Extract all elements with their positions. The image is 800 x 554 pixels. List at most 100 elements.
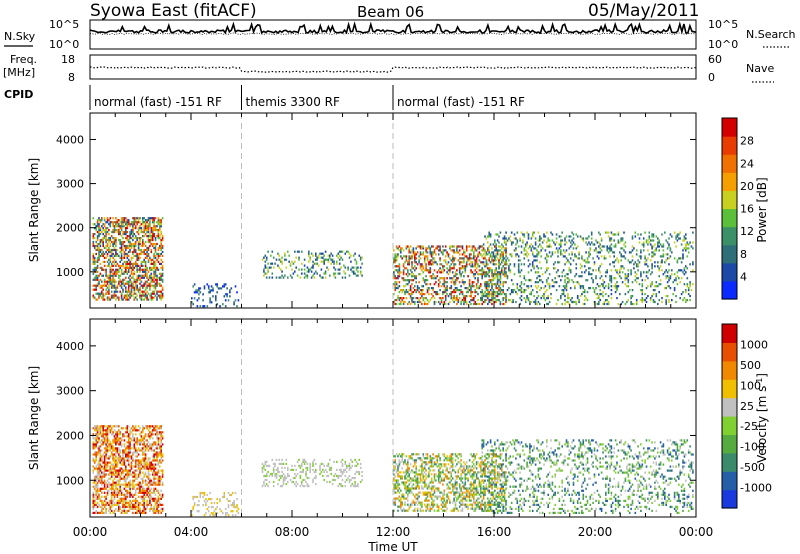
echo-cell	[126, 455, 129, 458]
echo-cell	[146, 227, 148, 230]
echo-cell	[140, 284, 143, 287]
echo-cell	[109, 237, 112, 240]
echo-cell	[140, 229, 143, 232]
echo-cell	[123, 435, 126, 438]
echo-cell	[110, 254, 113, 257]
echo-cell	[156, 278, 158, 281]
echo-cell	[154, 229, 157, 232]
echo-cell	[477, 293, 479, 296]
echo-cell	[98, 258, 100, 261]
echo-cell	[93, 425, 96, 428]
echo-cell	[96, 264, 99, 267]
echo-cell	[101, 477, 103, 480]
echo-cell	[436, 293, 439, 296]
echo-cell	[515, 253, 517, 256]
echo-cell	[126, 459, 129, 462]
echo-cell	[144, 288, 147, 291]
echo-cell	[137, 429, 140, 432]
echo-cell	[495, 255, 497, 258]
echo-cell	[143, 441, 145, 444]
echo-cell	[414, 251, 416, 254]
echo-cell	[146, 491, 148, 494]
echo-cell	[451, 249, 454, 252]
echo-cell	[613, 255, 615, 258]
echo-cell	[498, 259, 500, 262]
echo-cell	[129, 451, 131, 454]
echo-cell	[264, 260, 267, 263]
echo-cell	[140, 511, 143, 514]
echo-cell	[116, 509, 119, 512]
velocity-echoes	[92, 425, 694, 517]
echo-cell	[610, 289, 613, 292]
echo-cell	[139, 225, 141, 228]
echo-cell	[672, 293, 674, 296]
echo-cell	[478, 259, 481, 262]
echo-cell	[226, 293, 228, 296]
echo-cell	[150, 235, 153, 238]
echo-cell	[308, 252, 310, 255]
echo-cell	[520, 269, 523, 272]
echo-cell	[613, 239, 615, 242]
echo-cell	[112, 229, 114, 232]
echo-cell	[581, 293, 583, 296]
echo-cell	[157, 483, 160, 486]
echo-cell	[191, 301, 193, 304]
echo-cell	[285, 258, 288, 261]
echo-cell	[491, 291, 493, 294]
echo-cell	[502, 251, 504, 254]
echo-cell	[159, 445, 161, 448]
echo-cell	[157, 235, 160, 238]
echo-cell	[415, 289, 417, 292]
echo-cell	[108, 264, 110, 267]
echo-cell	[554, 267, 556, 270]
echo-cell	[419, 247, 422, 250]
echo-cell	[491, 251, 493, 254]
echo-cell	[150, 266, 153, 269]
echo-cell	[665, 302, 667, 306]
echo-cell	[113, 262, 116, 265]
echo-cell	[426, 302, 429, 306]
echo-cell	[665, 259, 667, 262]
echo-cell	[489, 281, 492, 284]
echo-cell	[682, 255, 684, 258]
echo-cell	[161, 280, 164, 283]
echo-cell	[142, 250, 144, 254]
echo-cell	[122, 435, 124, 438]
echo-cell	[123, 225, 126, 228]
echo-cell	[139, 459, 141, 462]
echo-cell	[494, 257, 496, 260]
echo-cell	[125, 473, 127, 476]
echo-cell	[125, 499, 127, 502]
echo-cell	[581, 271, 583, 274]
echo-cell	[133, 244, 136, 248]
echo-cell	[133, 270, 136, 273]
echo-cell	[484, 235, 486, 238]
echo-cell	[543, 235, 545, 238]
echo-cell	[607, 231, 610, 234]
echo-cell	[108, 240, 110, 244]
echo-cell	[564, 239, 566, 242]
echo-cell	[657, 285, 659, 288]
echo-cell	[153, 497, 155, 500]
echo-cell	[641, 283, 644, 286]
echo-cell	[116, 286, 119, 289]
echo-cell	[461, 245, 464, 248]
echo-cell	[137, 217, 140, 220]
echo-cell	[567, 281, 569, 284]
echo-cell	[99, 272, 102, 275]
echo-cell	[614, 243, 617, 246]
echo-cell	[676, 283, 679, 286]
echo-cell	[130, 288, 133, 291]
echo-cell	[557, 255, 559, 258]
echo-cell	[142, 457, 144, 460]
echo-cell	[99, 433, 102, 436]
echo-cell	[143, 294, 145, 297]
echo-cell	[547, 295, 549, 298]
echo-cell	[487, 291, 489, 294]
echo-cell	[146, 483, 148, 486]
echo-cell	[509, 239, 512, 242]
echo-cell	[558, 247, 561, 250]
echo-cell	[118, 459, 120, 462]
echo-cell	[120, 250, 123, 254]
echo-cell	[95, 248, 97, 252]
